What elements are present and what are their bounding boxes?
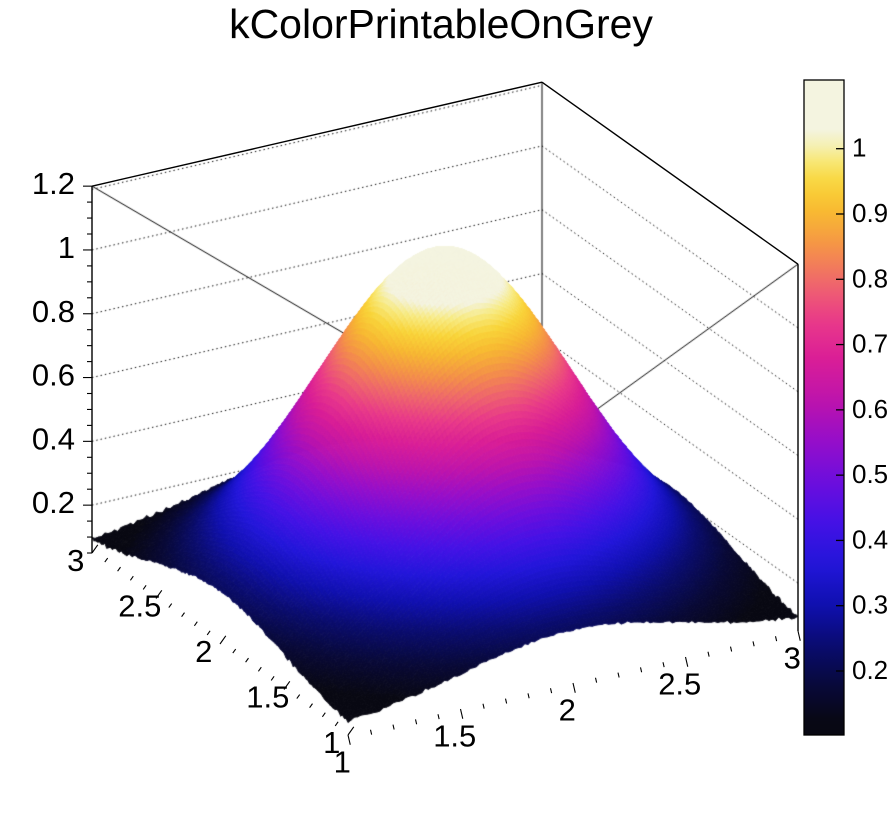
svg-text:1: 1 (334, 745, 351, 780)
svg-text:0.4: 0.4 (32, 421, 75, 456)
svg-text:0.2: 0.2 (32, 485, 75, 520)
svg-text:2: 2 (559, 693, 576, 728)
svg-text:0.7: 0.7 (852, 329, 888, 359)
svg-text:1.2: 1.2 (32, 166, 75, 201)
svg-text:2.5: 2.5 (118, 588, 161, 623)
svg-text:0.4: 0.4 (852, 524, 888, 554)
svg-text:1.5: 1.5 (433, 719, 476, 754)
svg-text:3: 3 (67, 543, 84, 578)
svg-text:0.3: 0.3 (852, 590, 888, 620)
svg-text:0.8: 0.8 (852, 263, 888, 293)
svg-text:0.6: 0.6 (32, 358, 75, 393)
svg-text:0.6: 0.6 (852, 394, 888, 424)
svg-text:1: 1 (58, 230, 75, 265)
svg-text:0.9: 0.9 (852, 198, 888, 228)
svg-text:1.5: 1.5 (246, 679, 289, 714)
svg-text:3: 3 (784, 641, 801, 676)
svg-text:0.8: 0.8 (32, 294, 75, 329)
svg-text:1: 1 (852, 133, 866, 163)
svg-text:0.5: 0.5 (852, 459, 888, 489)
svg-text:2: 2 (195, 634, 212, 669)
svg-text:2.5: 2.5 (658, 667, 701, 702)
svg-text:0.2: 0.2 (852, 655, 888, 685)
